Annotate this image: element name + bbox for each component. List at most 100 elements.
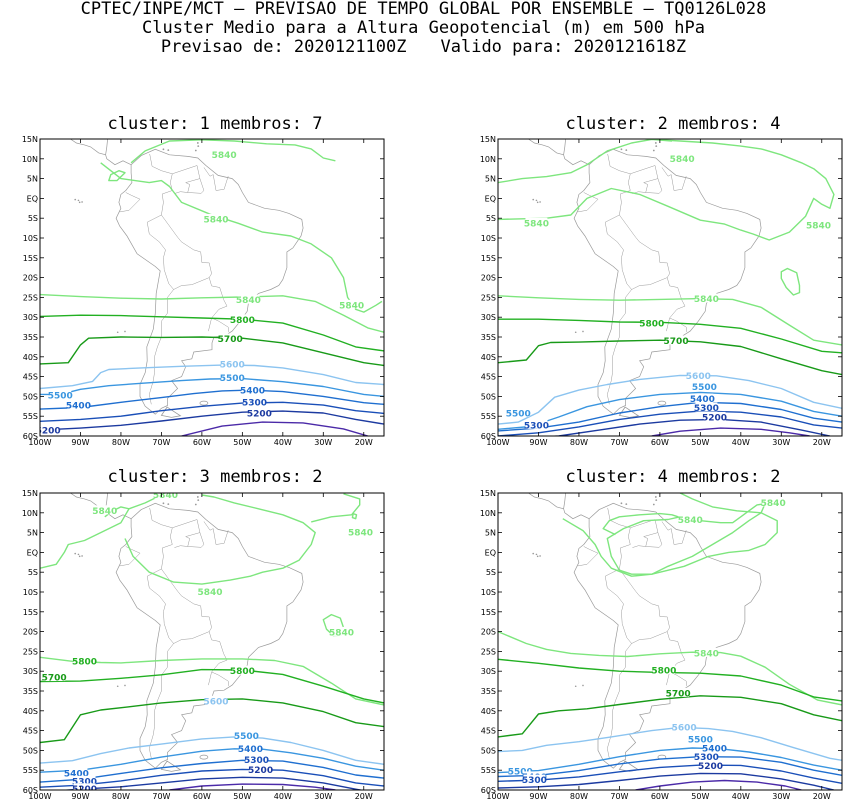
country-border [119, 192, 141, 213]
contour-label: 5500 [48, 392, 73, 402]
lon-label: 40W [732, 792, 750, 801]
forecast-date: Previsao de: 2020121100Z [160, 37, 407, 57]
lon-label: 100W [486, 438, 509, 447]
lat-label: 10S [23, 588, 38, 597]
contour-5100 [169, 783, 336, 790]
contour-5800 [40, 668, 384, 704]
contour-5300 [40, 401, 384, 422]
coastline-central-america [527, 139, 590, 166]
island [535, 199, 538, 202]
lat-label: 55S [23, 412, 38, 421]
contour-label: 5840 [348, 529, 373, 539]
contour-label-bg [667, 687, 690, 697]
panel-2-title: cluster: 2 membros: 4 [565, 114, 781, 134]
contour-label-bg [205, 213, 228, 223]
lon-label: 70W [152, 438, 170, 447]
contour-5800 [40, 314, 384, 352]
contour-5400 [498, 756, 842, 778]
map-frame [497, 492, 843, 791]
island [197, 145, 200, 148]
contour-label: 5840 [694, 295, 719, 305]
contour-label-bg [340, 299, 363, 309]
island [74, 552, 77, 555]
lat-label: 40S [23, 707, 38, 716]
lat-label: 25S [481, 647, 496, 656]
island [654, 142, 657, 144]
island [3, 305, 5, 307]
lon-label: 60W [193, 792, 211, 801]
island [81, 555, 83, 557]
island [77, 553, 80, 556]
lon-label: 90W [529, 792, 547, 801]
lon-label: 30W [772, 792, 790, 801]
contour-label-bg [239, 743, 262, 753]
contour-label-bg [762, 497, 785, 507]
country-border [149, 507, 173, 570]
contour-label-bg [652, 664, 675, 674]
contour-5600 [498, 726, 842, 761]
island [574, 685, 577, 688]
lat-label: 15S [481, 254, 496, 263]
contour-label-bg [219, 333, 242, 343]
lat-label: 35S [481, 687, 496, 696]
island [196, 137, 198, 139]
contour-label-bg [640, 318, 663, 328]
island [620, 148, 623, 151]
lon-label: 40W [274, 438, 292, 447]
lon-label: 80W [112, 792, 130, 801]
lat-label: 40S [481, 353, 496, 362]
country-border [604, 568, 624, 624]
contour-label: 5800 [72, 658, 97, 668]
lat-label: 5N [485, 175, 496, 184]
island [194, 487, 196, 489]
contour-label: 5400 [702, 744, 727, 754]
contour-label-bg [93, 505, 116, 515]
contour-5840 [40, 494, 162, 569]
island [535, 553, 538, 556]
lat-label: 50S [23, 392, 38, 401]
country-border [163, 623, 229, 686]
contour-5400 [498, 401, 842, 432]
map-frame [39, 138, 385, 437]
island [116, 331, 119, 334]
contour-label: 5840 [761, 499, 786, 509]
contour-label-bg [525, 419, 548, 429]
contour-label: 5300 [242, 398, 267, 408]
lat-label: 10N [22, 155, 38, 164]
island [116, 685, 119, 688]
coastline-tierra-del-fuego [160, 406, 182, 418]
contour-label-bg [507, 407, 530, 417]
contour-label-bg [245, 754, 268, 764]
contour-label-bg [330, 626, 353, 636]
lat-label: 40S [481, 707, 496, 716]
contour-label: 5200 [248, 766, 273, 776]
lat-label: 5S [486, 214, 496, 223]
contour-label-bg [807, 219, 830, 229]
contour-5300 [40, 768, 384, 788]
lon-label: 20W [355, 792, 373, 801]
lat-label: 15N [480, 135, 496, 144]
contour-5840 [606, 503, 766, 575]
island [3, 659, 5, 661]
contour-label: 5300 [72, 777, 97, 787]
contour-label-bg [349, 527, 372, 537]
island [536, 201, 539, 204]
contour-label: 5800 [639, 320, 664, 330]
contour-5700 [498, 695, 842, 738]
country-border [149, 643, 174, 759]
lat-label: 45S [23, 373, 38, 382]
lat-label: 35S [23, 687, 38, 696]
contour-label: 5700 [666, 689, 691, 699]
lat-label: 15S [23, 608, 38, 617]
contour-label: 5840 [153, 491, 178, 501]
contour-label-bg [221, 372, 244, 382]
lon-label: 30W [314, 438, 332, 447]
contour-label: 5400 [238, 745, 263, 755]
contour-5840 [311, 493, 361, 523]
island [197, 499, 200, 502]
contour-5840 [498, 139, 835, 241]
contour-label: 5700 [218, 335, 243, 345]
contour-label-bg [235, 730, 258, 740]
lon-label: 80W [570, 438, 588, 447]
contour-label: 5400 [64, 769, 89, 779]
